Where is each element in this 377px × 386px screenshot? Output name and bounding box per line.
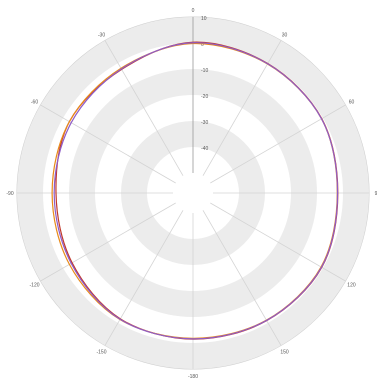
angle-grid-line xyxy=(202,210,282,346)
series-lines xyxy=(51,41,339,340)
angle-grid-line xyxy=(210,202,346,282)
radial-tick-label: -10 xyxy=(201,68,208,74)
angle-tick-label: -90 xyxy=(6,191,13,197)
radial-tick-label: 0 xyxy=(201,42,204,48)
radial-tick-label: 10 xyxy=(201,16,207,22)
series-line-3 xyxy=(53,42,339,340)
angle-tick-label: -60 xyxy=(31,100,38,106)
angle-grid-line xyxy=(210,104,346,184)
angle-tick-label: 0 xyxy=(192,8,195,14)
angle-grid-line xyxy=(40,104,176,184)
angle-tick-label: 60 xyxy=(349,100,355,106)
radial-grid-rings xyxy=(16,16,370,370)
angle-tick-label: -150 xyxy=(96,349,106,355)
angle-grid-line xyxy=(104,40,184,176)
radial-tick-labels: 10 0 -10 -20 -30 -40 xyxy=(201,16,208,152)
angle-grid-line xyxy=(40,202,176,282)
angle-tick-label: -120 xyxy=(30,283,40,289)
angle-tick-label: 30 xyxy=(282,33,288,39)
angle-tick-label: 9 xyxy=(375,191,377,197)
inner-hole xyxy=(173,173,213,213)
angle-grid-line xyxy=(104,210,184,346)
radial-tick-label: -30 xyxy=(201,120,208,126)
angle-tick-label: 120 xyxy=(347,283,356,289)
angle-tick-label: -30 xyxy=(98,33,105,39)
radial-tick-label: -20 xyxy=(201,94,208,100)
angle-tick-label: -180 xyxy=(188,374,198,380)
angle-tick-label: 150 xyxy=(280,349,289,355)
radial-tick-label: -40 xyxy=(201,146,208,152)
angle-tick-labels: 0 30 60 9 120 150 -180 -150 -120 -90 -60 -30 xyxy=(6,8,377,380)
